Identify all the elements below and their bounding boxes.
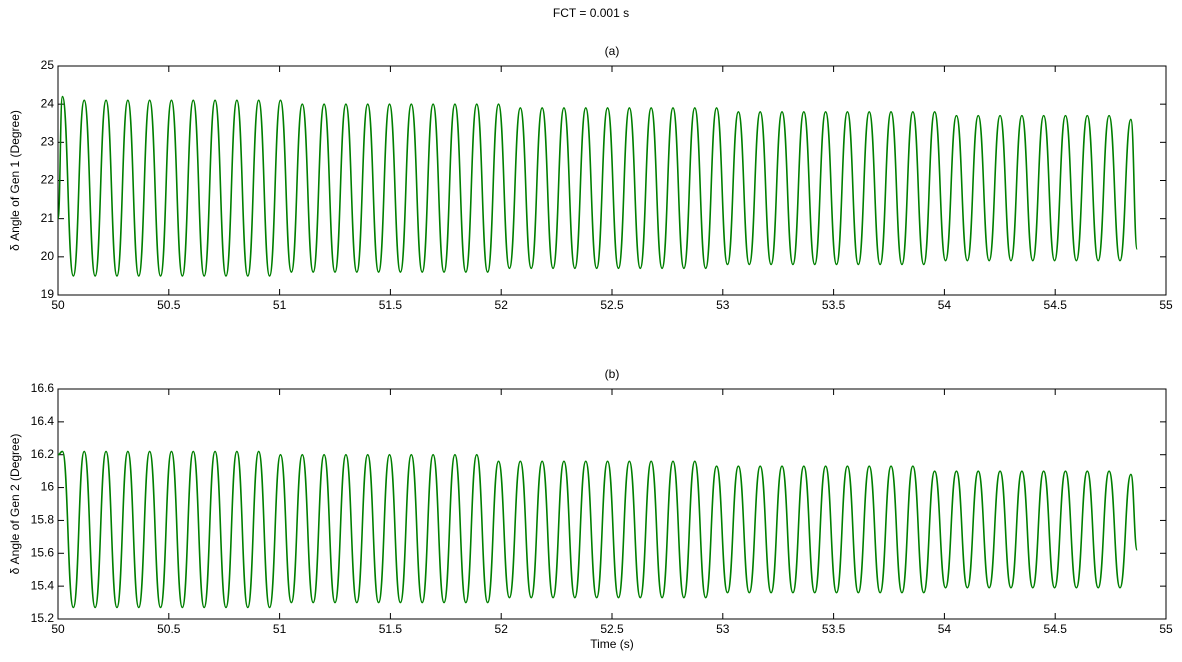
y-tick-label: 15.2 xyxy=(31,611,55,625)
y-tick-label: 15.6 xyxy=(31,545,55,559)
x-tick-label: 50.5 xyxy=(157,298,181,312)
y-tick-label: 16.2 xyxy=(31,447,55,461)
y-tick-label: 23 xyxy=(41,135,55,149)
y-tick-label: 19 xyxy=(41,287,55,301)
x-tick-label: 50.5 xyxy=(157,622,181,636)
figure-title: FCT = 0.001 s xyxy=(553,6,629,20)
y-tick-label: 15.4 xyxy=(31,578,55,592)
y-tick-label: 25 xyxy=(41,58,55,72)
y-tick-label: 16.6 xyxy=(31,381,55,395)
y-tick-label: 15.8 xyxy=(31,513,55,527)
x-tick-label: 51 xyxy=(273,622,287,636)
x-tick-label: 52.5 xyxy=(600,298,624,312)
x-tick-label: 54 xyxy=(938,298,952,312)
y-tick-label: 20 xyxy=(41,249,55,263)
y-tick-label: 24 xyxy=(41,96,55,110)
x-tick-label: 52 xyxy=(495,298,509,312)
y-tick-label: 16.4 xyxy=(31,414,55,428)
x-tick-label: 51.5 xyxy=(379,622,403,636)
x-tick-label: 53.5 xyxy=(822,622,846,636)
data-line xyxy=(57,95,1138,277)
x-tick-label: 54.5 xyxy=(1044,298,1068,312)
x-tick-label: 50 xyxy=(51,298,65,312)
x-tick-label: 52 xyxy=(495,622,509,636)
panel-title: (b) xyxy=(605,367,620,381)
x-tick-label: 51 xyxy=(273,298,287,312)
y-tick-label: 16 xyxy=(41,480,55,494)
y-axis-label: δ Angle of Gen 1 (Degree) xyxy=(8,110,22,251)
y-axis-label: δ Angle of Gen 2 (Degree) xyxy=(8,434,22,575)
panel-title: (a) xyxy=(605,44,620,58)
x-tick-label: 50 xyxy=(51,622,65,636)
x-tick-label: 52.5 xyxy=(600,622,624,636)
x-tick-label: 55 xyxy=(1159,622,1173,636)
y-tick-label: 22 xyxy=(41,173,55,187)
y-tick-label: 21 xyxy=(41,211,55,225)
x-tick-label: 55 xyxy=(1159,298,1173,312)
x-tick-label: 54.5 xyxy=(1044,622,1068,636)
x-tick-label: 51.5 xyxy=(379,298,403,312)
x-tick-label: 54 xyxy=(938,622,952,636)
data-line xyxy=(57,450,1138,609)
x-axis-label: Time (s) xyxy=(590,637,634,651)
x-tick-label: 53 xyxy=(716,622,730,636)
x-tick-label: 53 xyxy=(716,298,730,312)
x-tick-label: 53.5 xyxy=(822,298,846,312)
